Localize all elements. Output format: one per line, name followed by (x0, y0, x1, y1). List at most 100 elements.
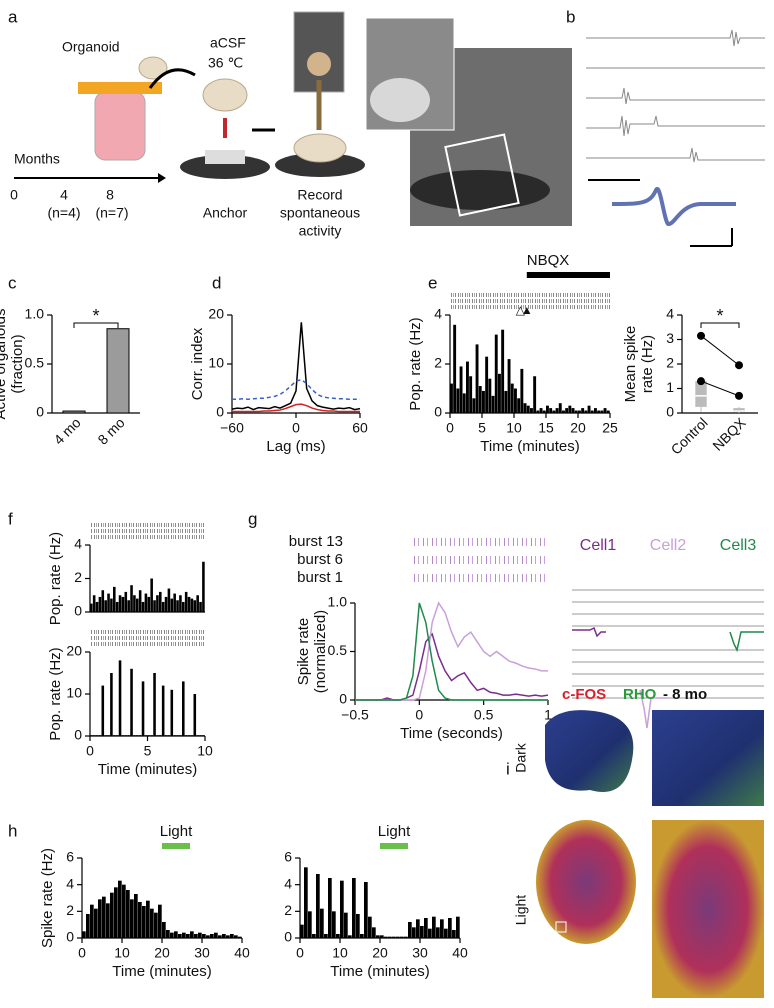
bar (106, 328, 130, 414)
histogram-bar (121, 735, 125, 736)
y-tick-label: 0.5 (328, 642, 348, 658)
histogram-bar (156, 595, 159, 612)
y-axis-label: Active organoids (0, 309, 9, 420)
histogram-bar (113, 735, 116, 736)
annotation-bar (162, 843, 190, 849)
y-tick-label: 6 (66, 849, 74, 865)
histogram-bar (568, 405, 572, 413)
histogram-bar (162, 922, 166, 938)
y-tick-label: 10 (208, 355, 224, 371)
histogram-bar (312, 934, 316, 938)
histogram-bar (178, 934, 182, 938)
histogram-bar (86, 914, 90, 938)
histogram-bar (124, 735, 128, 736)
histogram-bar (466, 361, 469, 413)
point (697, 377, 705, 386)
histogram-bar (98, 735, 102, 736)
histogram-bar (98, 596, 102, 612)
x-tick-label: 8 mo (94, 414, 127, 447)
histogram-bar (565, 408, 569, 413)
histogram-bar (144, 735, 148, 736)
y-tick-label: 20 (66, 643, 82, 659)
histogram-bar (110, 673, 113, 736)
x-axis-label: Time (minutes) (98, 761, 197, 778)
histogram-bar (170, 598, 174, 612)
image (536, 820, 636, 944)
legend-label: Cell3 (720, 537, 757, 554)
histogram-bar (452, 930, 456, 938)
histogram-bar (523, 403, 527, 413)
raster-row (450, 299, 610, 303)
x-tick-label: 0 (78, 945, 86, 961)
histogram-bar (182, 932, 186, 938)
histogram-bar (584, 410, 588, 413)
histogram-bar (316, 874, 320, 938)
x-tick-label: 5 (144, 743, 152, 759)
histogram-bar (130, 585, 133, 612)
histogram-bar (92, 595, 96, 612)
x-tick-label: 0.5 (474, 707, 494, 723)
trace (586, 87, 765, 105)
panel-letter: d (212, 273, 221, 292)
histogram-bar (404, 936, 408, 938)
x-tick-label: 5 (478, 420, 486, 436)
histogram-bar (179, 595, 182, 612)
histogram-bar (340, 880, 344, 938)
histogram-bar (206, 935, 210, 938)
y-tick-label: 1.0 (25, 306, 45, 322)
histogram-bar (539, 408, 543, 413)
box (695, 381, 707, 407)
histogram-bar (138, 590, 142, 612)
histogram-bar (101, 590, 105, 612)
histogram-bar (138, 735, 142, 736)
histogram-bar (485, 356, 489, 413)
histogram-bar (147, 596, 151, 612)
histogram-bar (478, 386, 482, 413)
histogram-bar (396, 936, 400, 938)
histogram-bar (412, 927, 416, 938)
histogram-bar (600, 410, 604, 413)
y-tick-label: 20 (208, 306, 224, 322)
annotation: ▲ (521, 303, 533, 317)
histogram-bar (360, 934, 364, 938)
histogram-bar (115, 601, 119, 612)
histogram-bar (130, 899, 134, 938)
histogram-bar (161, 685, 165, 736)
raster-row (90, 642, 205, 646)
acsf-label: aCSF (210, 35, 246, 51)
histogram-bar (555, 408, 559, 413)
y-tick-label: 10 (66, 685, 82, 701)
histogram-bar (504, 390, 508, 413)
panel-i: i c-FOS RHO - 8 mo Dark Light (506, 686, 764, 998)
histogram-bar (590, 410, 594, 413)
n-label: (n=4) (47, 205, 80, 221)
raster-row (90, 636, 205, 640)
annotation: △ (516, 303, 526, 317)
histogram-bar (482, 390, 485, 413)
annotation: Light (378, 823, 411, 840)
raster-row (90, 523, 205, 527)
bioreactor-cap (78, 82, 162, 94)
histogram-bar (159, 591, 162, 612)
n-label: (n=7) (95, 205, 128, 221)
histogram-bar (574, 410, 578, 413)
histogram-bar (356, 914, 360, 938)
x-axis-label: Time (minutes) (112, 963, 211, 980)
histogram-bar (142, 906, 146, 938)
histogram-bar (400, 936, 404, 938)
waveform (639, 689, 668, 729)
panel-b: b (566, 7, 765, 247)
histogram-bar (104, 600, 107, 612)
y-tick-label: 0 (216, 404, 224, 420)
stain-label: c-FOS (562, 686, 606, 703)
x-tick-label: 0 (86, 743, 94, 759)
histogram-bar (517, 398, 521, 413)
y-axis-label: Mean spike (622, 326, 639, 403)
x-tick-label: 25 (602, 420, 618, 436)
histogram-bar (184, 735, 188, 736)
histogram-bar (202, 735, 205, 736)
organoid-label: Organoid (62, 39, 120, 55)
months-label: Months (14, 151, 60, 167)
y-tick-label: 2 (434, 355, 442, 371)
waveform (611, 187, 736, 226)
